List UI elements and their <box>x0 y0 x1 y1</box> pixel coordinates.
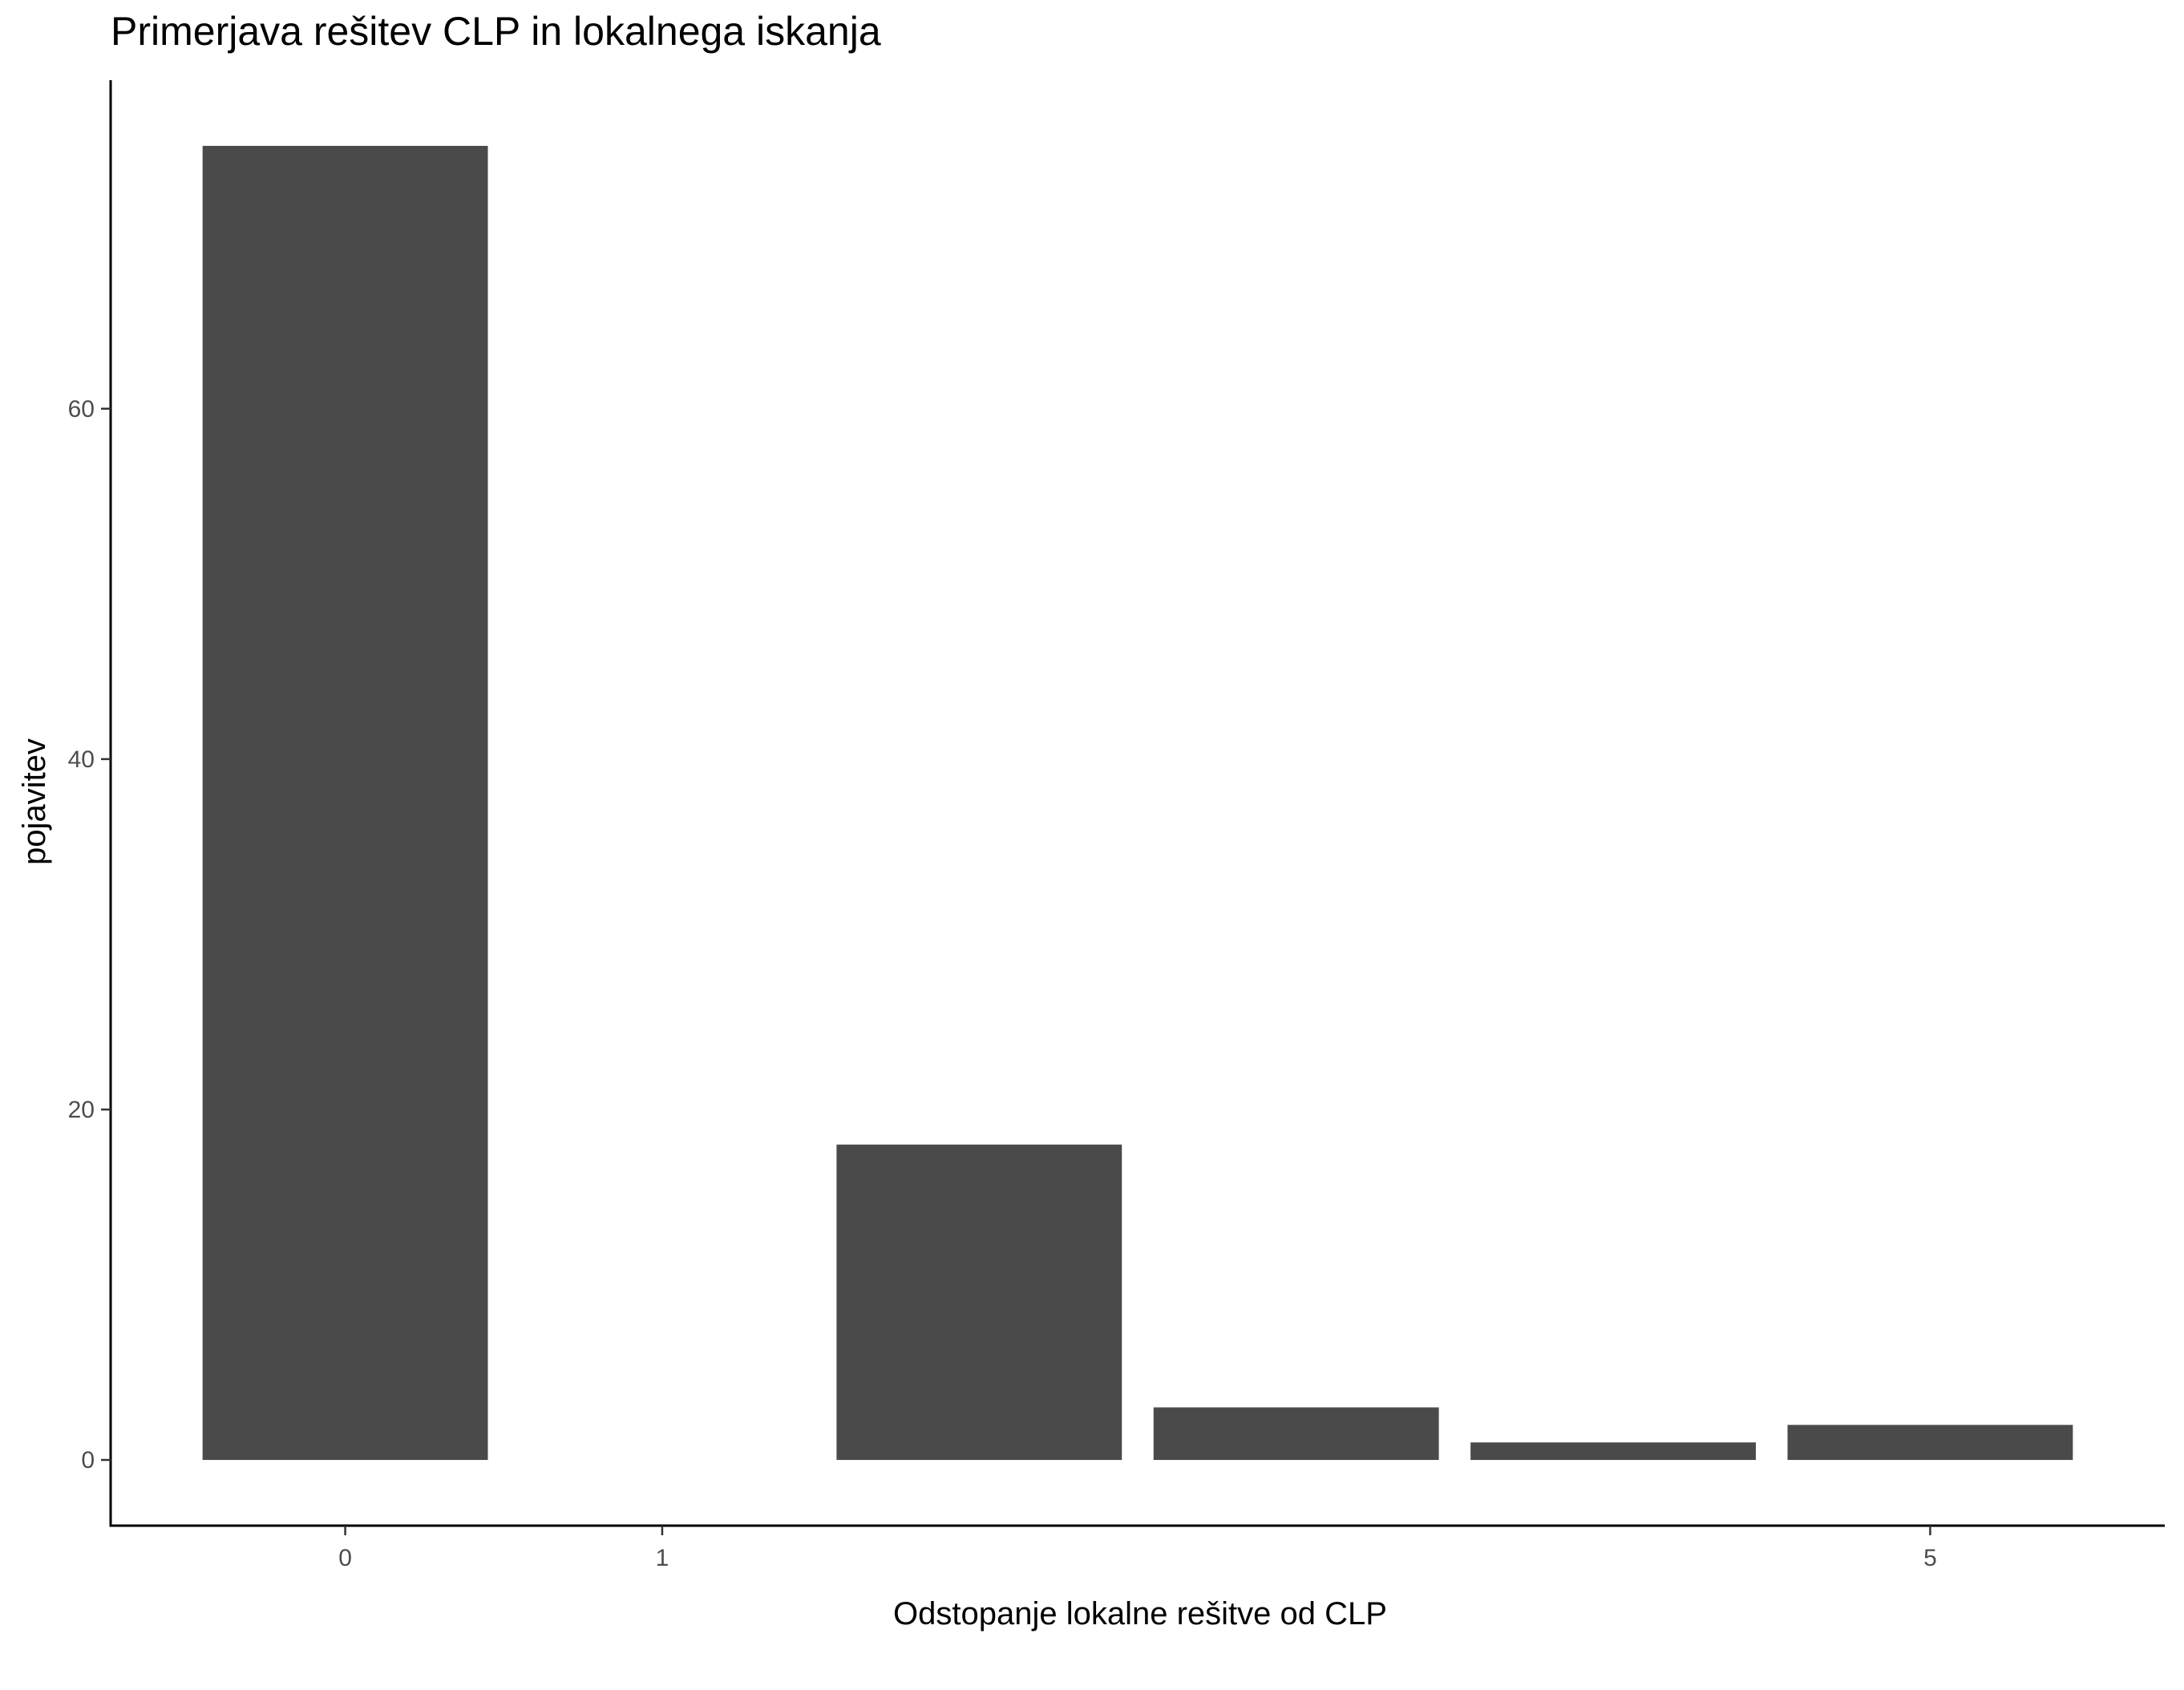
x-axis-title: Odstopanje lokalne rešitve od CLP <box>893 1596 1387 1631</box>
y-axis-title: pojavitev <box>17 738 52 865</box>
x-tick-label-1: 1 <box>656 1545 669 1571</box>
y-tick-label-20: 20 <box>68 1097 95 1123</box>
bar-0 <box>202 145 488 1461</box>
bar-2 <box>836 1144 1122 1461</box>
x-tick-label-0: 0 <box>338 1545 352 1571</box>
bars-layer <box>202 145 2073 1461</box>
bar-4 <box>1470 1442 1756 1461</box>
axes-layer: 0 20 40 60 0 1 5 <box>68 80 2165 1571</box>
y-tick-label-60: 60 <box>68 396 95 422</box>
bar-3 <box>1153 1407 1439 1461</box>
y-tick-label-0: 0 <box>81 1447 95 1474</box>
bar-5 <box>1787 1425 2073 1461</box>
x-tick-label-5: 5 <box>1923 1545 1937 1571</box>
y-tick-label-40: 40 <box>68 746 95 773</box>
chart-title: Primerjava rešitev CLP in lokalnega iska… <box>111 9 881 54</box>
